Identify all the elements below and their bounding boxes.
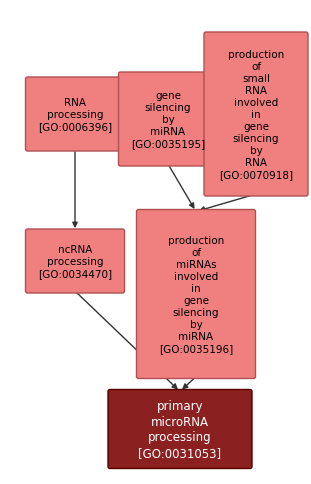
FancyBboxPatch shape bbox=[26, 78, 124, 151]
FancyBboxPatch shape bbox=[26, 229, 124, 293]
FancyBboxPatch shape bbox=[118, 73, 217, 166]
Text: gene
silencing
by
miRNA
[GO:0035195]: gene silencing by miRNA [GO:0035195] bbox=[131, 91, 205, 149]
FancyBboxPatch shape bbox=[137, 210, 256, 378]
Text: primary
microRNA
processing
[GO:0031053]: primary microRNA processing [GO:0031053] bbox=[138, 399, 221, 459]
Text: production
of
small
RNA
involved
in
gene
silencing
by
RNA
[GO:0070918]: production of small RNA involved in gene… bbox=[219, 50, 293, 180]
FancyBboxPatch shape bbox=[204, 33, 308, 197]
FancyBboxPatch shape bbox=[108, 390, 252, 469]
Text: RNA
processing
[GO:0006396]: RNA processing [GO:0006396] bbox=[38, 98, 112, 132]
Text: production
of
miRNAs
involved
in
gene
silencing
by
miRNA
[GO:0035196]: production of miRNAs involved in gene si… bbox=[159, 236, 233, 353]
Text: ncRNA
processing
[GO:0034470]: ncRNA processing [GO:0034470] bbox=[38, 244, 112, 278]
